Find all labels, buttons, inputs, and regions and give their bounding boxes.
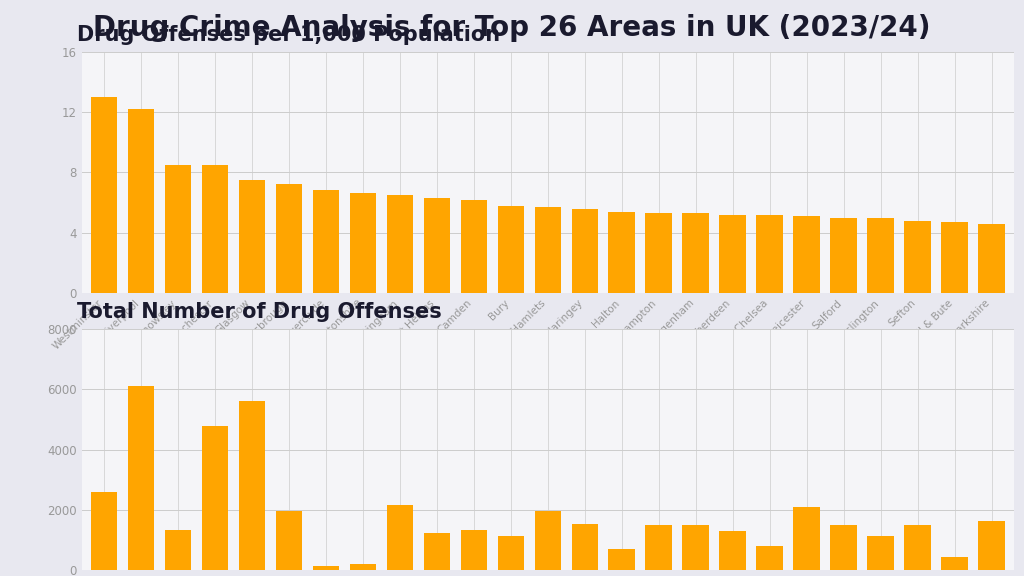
Bar (904, 221, 931, 293)
Bar (498, 536, 524, 570)
Bar (461, 199, 487, 293)
Bar (239, 180, 265, 293)
Bar (682, 213, 709, 293)
Bar (794, 216, 820, 293)
Bar (498, 206, 524, 293)
Bar (830, 525, 857, 570)
Bar (165, 165, 191, 293)
Text: Drug Offenses per 1,000 Population: Drug Offenses per 1,000 Population (77, 25, 501, 45)
Bar (757, 215, 783, 293)
Bar (535, 207, 561, 293)
Bar (941, 222, 968, 293)
Bar (349, 194, 376, 293)
Text: Total Number of Drug Offenses: Total Number of Drug Offenses (77, 302, 442, 322)
Bar (645, 213, 672, 293)
Bar (645, 525, 672, 570)
Bar (461, 529, 487, 570)
Bar (682, 525, 709, 570)
Bar (904, 525, 931, 570)
Bar (312, 566, 339, 570)
Bar (91, 492, 118, 570)
Bar (867, 218, 894, 293)
Bar (941, 558, 968, 570)
Bar (275, 511, 302, 570)
Bar (202, 165, 228, 293)
Bar (757, 546, 783, 570)
Bar (535, 511, 561, 570)
Bar (424, 533, 451, 570)
Bar (608, 211, 635, 293)
Bar (128, 109, 155, 293)
Bar (720, 531, 746, 570)
Bar (91, 97, 118, 293)
Bar (275, 184, 302, 293)
Bar (349, 564, 376, 570)
Bar (571, 524, 598, 570)
Text: Drug Crime Analysis for Top 26 Areas in UK (2023/24): Drug Crime Analysis for Top 26 Areas in … (93, 14, 931, 43)
Bar (571, 209, 598, 293)
Bar (165, 529, 191, 570)
Bar (424, 198, 451, 293)
Bar (387, 195, 414, 293)
Bar (978, 521, 1005, 570)
Bar (720, 215, 746, 293)
Bar (794, 507, 820, 570)
Bar (978, 223, 1005, 293)
Bar (312, 191, 339, 293)
Bar (867, 536, 894, 570)
Bar (608, 549, 635, 570)
Bar (387, 506, 414, 570)
Bar (128, 386, 155, 570)
Bar (202, 426, 228, 570)
Bar (830, 218, 857, 293)
Bar (239, 401, 265, 570)
